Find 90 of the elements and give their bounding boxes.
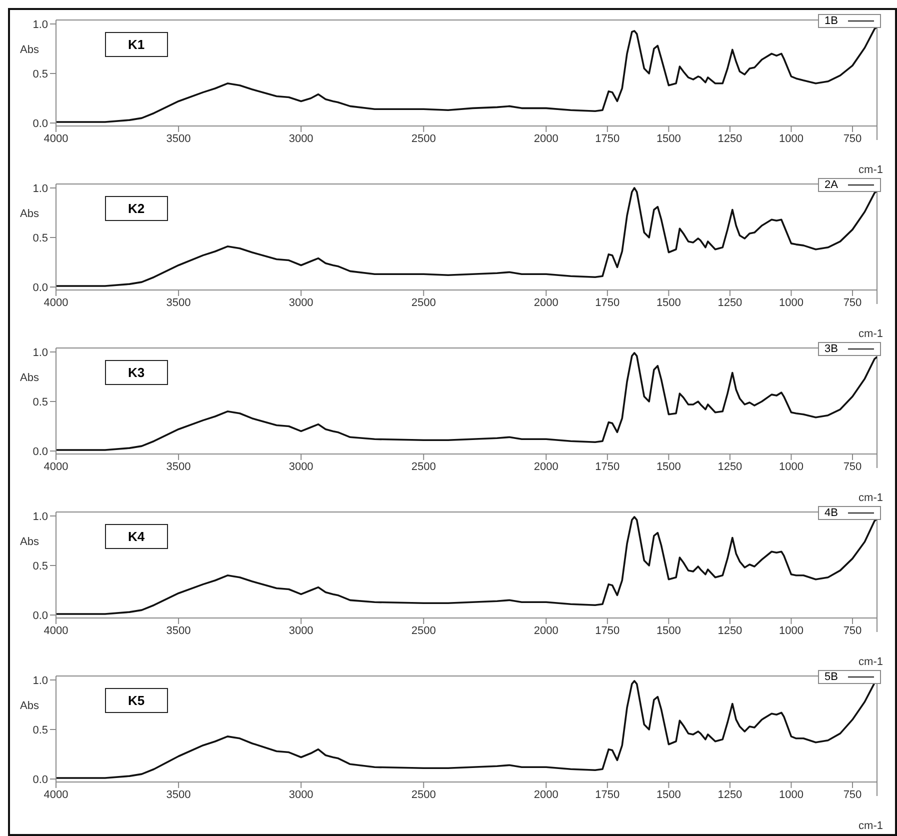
x-tick-label: 1250 xyxy=(718,788,742,801)
x-tick-label: 2000 xyxy=(534,132,558,145)
x-axis-title: cm-1 xyxy=(858,656,883,668)
x-tick-label: 3500 xyxy=(166,132,191,145)
y-axis-title: Abs xyxy=(20,700,39,712)
annotation: K1 xyxy=(105,32,168,57)
line-series xyxy=(56,516,877,615)
legend-label: 4B xyxy=(824,507,838,519)
x-tick-label: 4000 xyxy=(44,624,68,637)
x-tick-label: 750 xyxy=(843,460,862,473)
x-tick-label: 1750 xyxy=(595,132,620,145)
x-tick-label: 2500 xyxy=(411,788,436,801)
legend-label: 5B xyxy=(824,671,838,683)
y-tick-label: 1.0 xyxy=(32,182,48,195)
x-tick-label: 2000 xyxy=(534,296,558,309)
y-axis-title: Abs xyxy=(20,44,39,56)
x-tick-label: 1250 xyxy=(718,132,742,145)
x-tick-label: 2000 xyxy=(534,624,558,637)
x-tick-label: 3000 xyxy=(288,624,314,637)
line-series xyxy=(56,352,877,451)
y-axis-title: Abs xyxy=(20,372,39,384)
y-tick-label: 0.0 xyxy=(32,774,48,786)
line-series xyxy=(56,26,877,123)
x-tick-label: 1250 xyxy=(718,624,742,637)
x-tick-label: 2500 xyxy=(411,460,436,473)
x-tick-label: 3000 xyxy=(288,132,314,145)
x-tick-label: 4000 xyxy=(44,460,68,473)
x-tick-label: 1000 xyxy=(778,624,804,637)
legend-label: 3B xyxy=(824,343,838,355)
x-axis-title: cm-1 xyxy=(858,492,883,504)
y-tick-label: 0.0 xyxy=(32,282,48,294)
x-tick-label: 750 xyxy=(843,788,862,801)
y-tick-label: 0.5 xyxy=(32,724,48,736)
x-tick-label: 1750 xyxy=(595,624,620,637)
annotation: K5 xyxy=(105,688,168,713)
y-tick-label: 0.0 xyxy=(32,118,48,130)
x-tick-label: 1750 xyxy=(595,296,620,309)
x-tick-label: 1000 xyxy=(778,460,804,473)
x-tick-label: 2500 xyxy=(411,296,436,309)
x-tick-label: 3500 xyxy=(166,624,191,637)
y-tick-label: 0.5 xyxy=(32,232,48,244)
x-tick-label: 3000 xyxy=(288,788,314,801)
x-axis-title: cm-1 xyxy=(858,328,883,340)
x-tick-label: 3500 xyxy=(166,788,191,801)
x-tick-label: 4000 xyxy=(44,788,68,801)
x-tick-label: 2000 xyxy=(534,788,558,801)
y-tick-label: 1.0 xyxy=(32,510,48,523)
y-tick-label: 0.0 xyxy=(32,610,48,622)
x-tick-label: 1500 xyxy=(656,132,681,145)
y-tick-label: 1.0 xyxy=(32,18,48,31)
x-tick-label: 4000 xyxy=(44,296,68,309)
y-axis-title: Abs xyxy=(20,208,39,220)
y-tick-label: 1.0 xyxy=(32,674,48,687)
x-tick-label: 4000 xyxy=(44,132,68,145)
annotation: K2 xyxy=(105,196,168,221)
annotation: K3 xyxy=(105,360,168,385)
x-tick-label: 750 xyxy=(843,132,862,145)
legend-label: 1B xyxy=(824,15,838,27)
x-tick-label: 3000 xyxy=(288,460,314,473)
x-tick-label: 1000 xyxy=(778,132,804,145)
x-tick-label: 3500 xyxy=(166,460,191,473)
x-tick-label: 1750 xyxy=(595,788,620,801)
x-tick-label: 2500 xyxy=(411,624,436,637)
x-tick-label: 1250 xyxy=(718,460,742,473)
line-series xyxy=(56,679,877,779)
x-tick-label: 1500 xyxy=(656,460,681,473)
x-tick-label: 2500 xyxy=(411,132,436,145)
y-tick-label: 0.5 xyxy=(32,68,48,80)
x-axis-title: cm-1 xyxy=(858,820,883,832)
y-tick-label: 0.5 xyxy=(32,396,48,408)
y-tick-label: 0.0 xyxy=(32,446,48,458)
x-tick-label: 1500 xyxy=(656,624,681,637)
x-tick-label: 1500 xyxy=(656,296,681,309)
x-tick-label: 2000 xyxy=(534,460,558,473)
x-tick-label: 3500 xyxy=(166,296,191,309)
line-series xyxy=(56,187,877,287)
x-tick-label: 750 xyxy=(843,296,862,309)
annotation: K4 xyxy=(105,524,168,549)
x-tick-label: 1000 xyxy=(778,788,804,801)
y-tick-label: 0.5 xyxy=(32,560,48,572)
x-tick-label: 1750 xyxy=(595,460,620,473)
y-tick-label: 1.0 xyxy=(32,346,48,359)
x-axis-title: cm-1 xyxy=(858,164,883,176)
x-tick-label: 3000 xyxy=(288,296,314,309)
x-tick-label: 750 xyxy=(843,624,862,637)
x-tick-label: 1000 xyxy=(778,296,804,309)
x-tick-label: 1250 xyxy=(718,296,742,309)
y-axis-title: Abs xyxy=(20,536,39,548)
x-tick-label: 1500 xyxy=(656,788,681,801)
legend-label: 2A xyxy=(824,179,838,191)
